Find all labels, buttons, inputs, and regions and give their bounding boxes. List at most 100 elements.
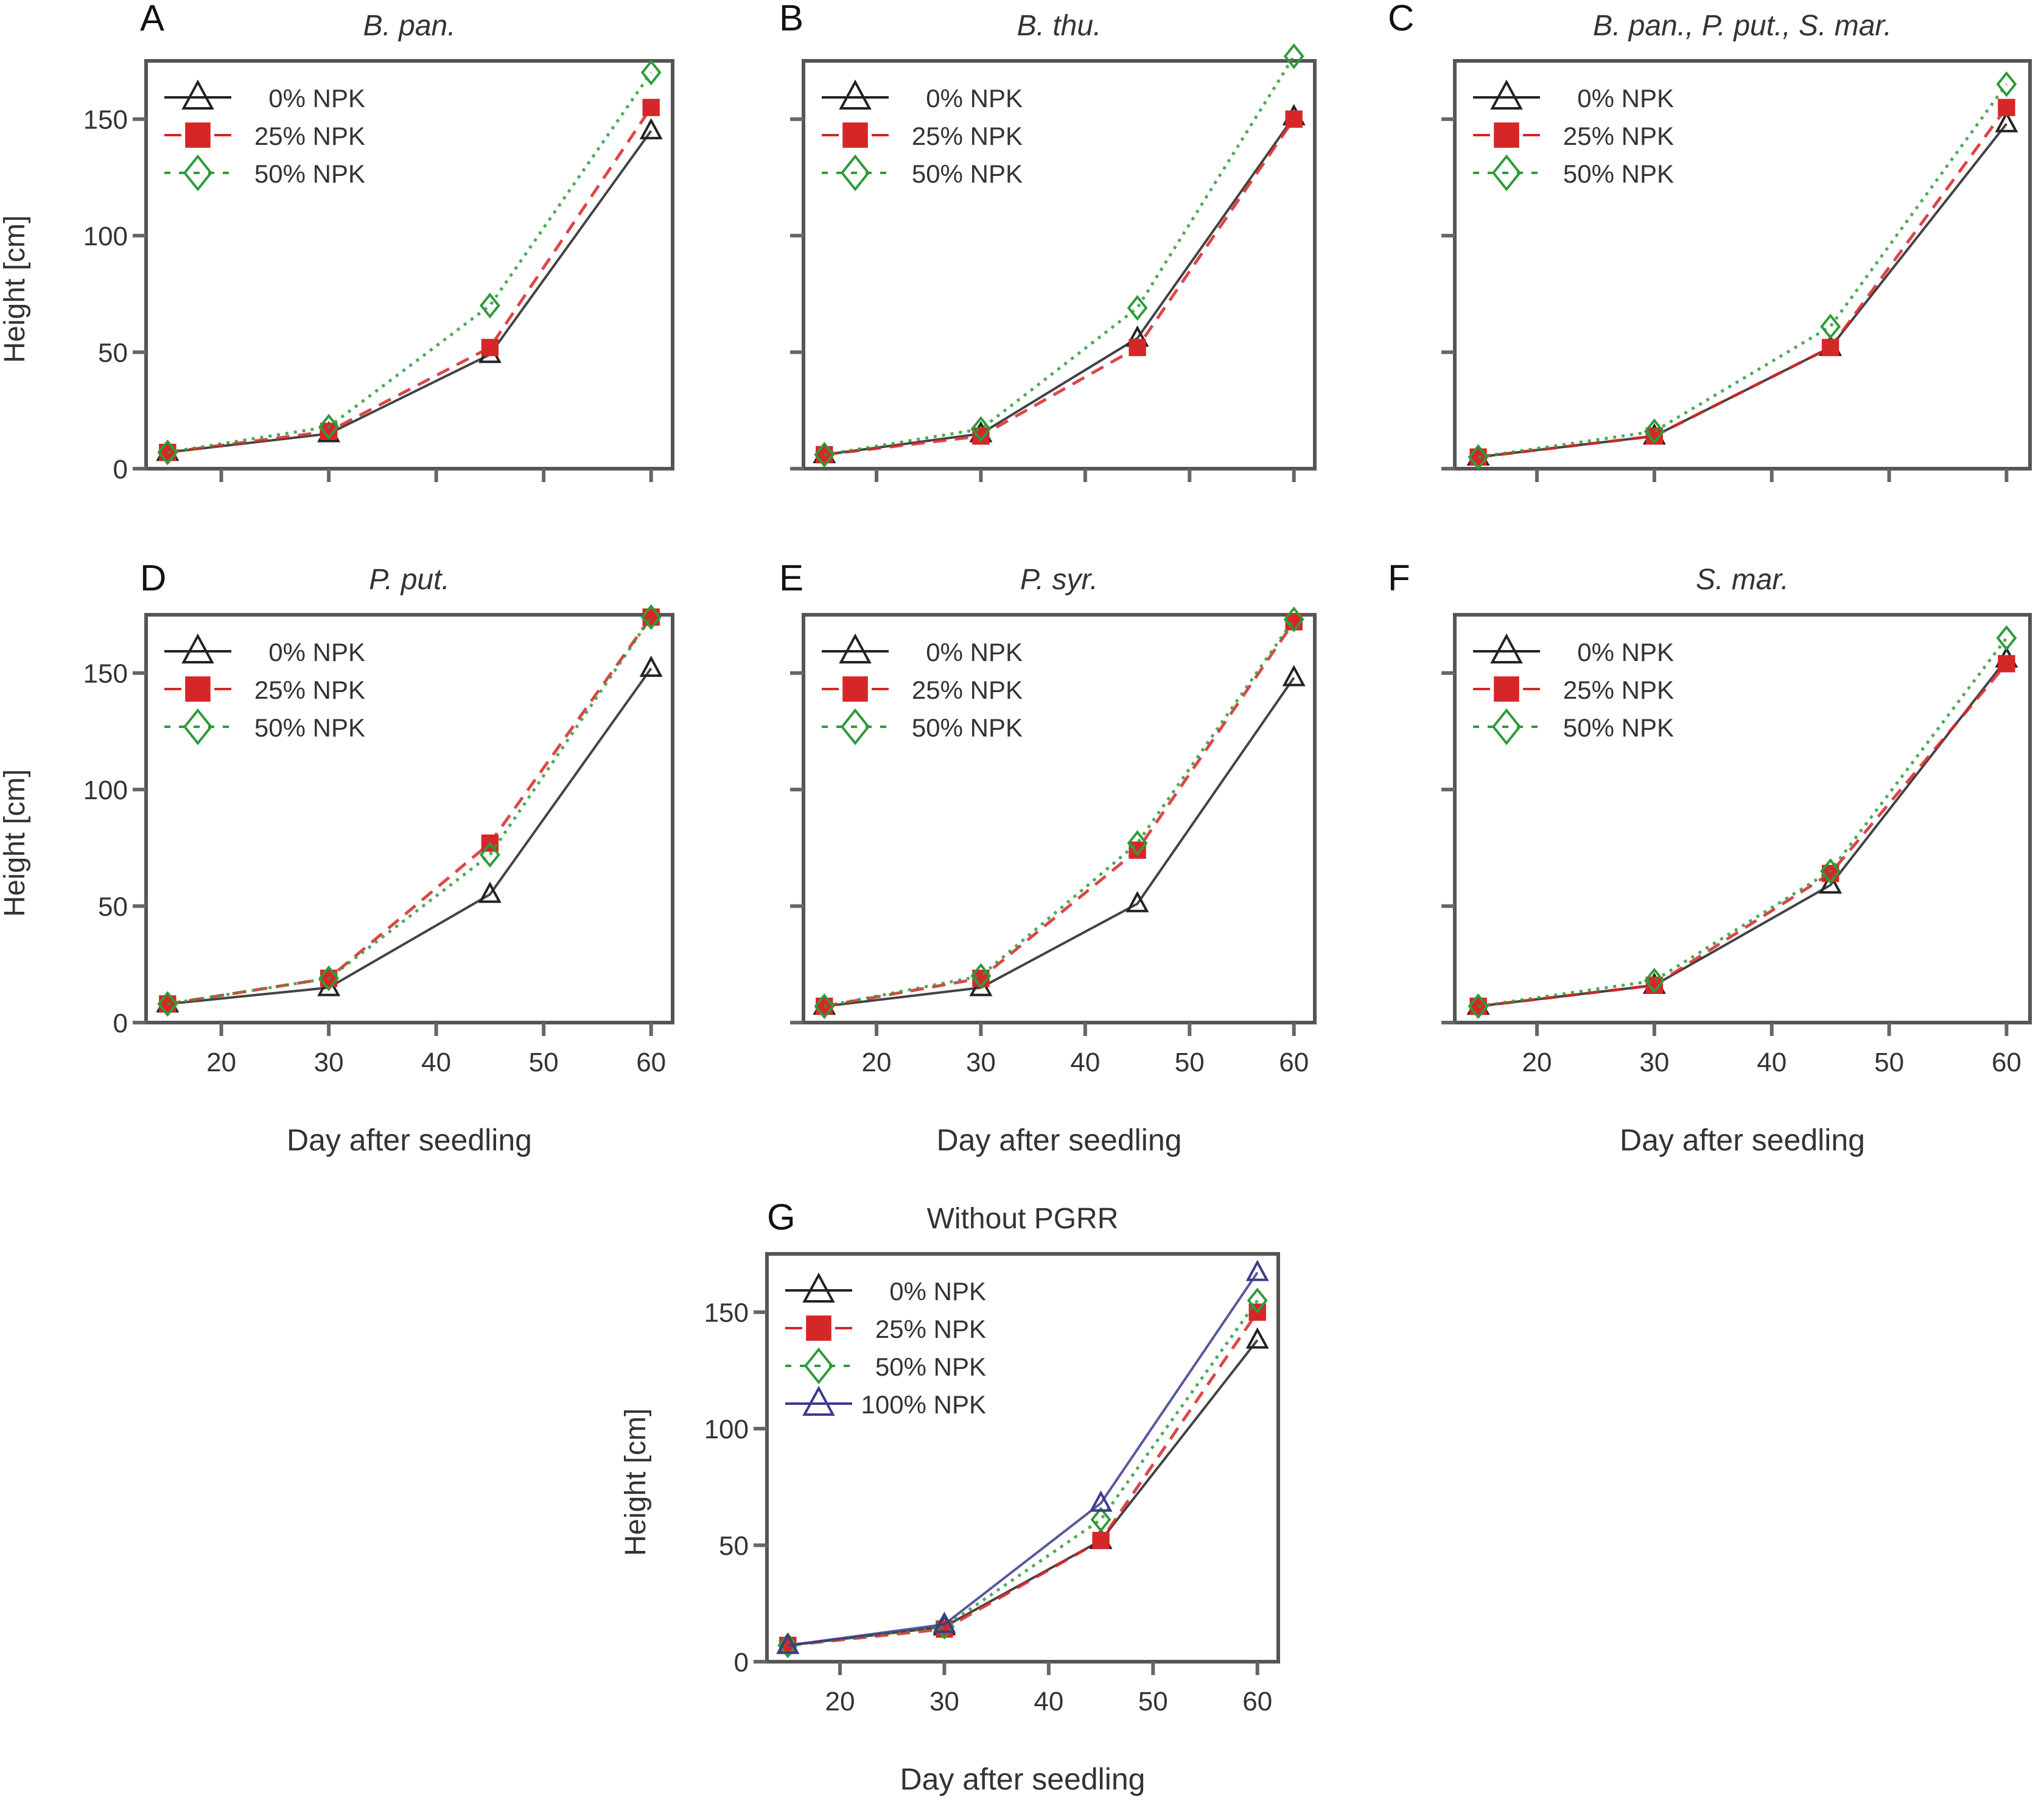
chart-svg: 0 50 100 150 20 30 40 50 60 Height [cm] Day after … <box>620 1252 1280 1796</box>
legend-label: 50% NPK <box>254 159 365 188</box>
data-point <box>1643 967 1665 994</box>
x-tick-label: 30 <box>929 1687 959 1716</box>
data-point <box>1995 111 2018 133</box>
chart-title: B. pan. <box>363 10 456 42</box>
legend-label: 50% NPK <box>254 713 365 742</box>
legend-marker-icon <box>840 154 870 192</box>
data-point <box>1468 993 1489 1020</box>
data-point <box>1996 71 2017 97</box>
legend-label: 50% NPK <box>875 1352 986 1381</box>
y-axis-label: Height [cm] <box>0 769 31 917</box>
panel-f: F S. mar. 20 30 40 50 60 Day after seedling 0% N… <box>1363 554 2044 1169</box>
legend-label: 25% NPK <box>1563 676 1674 704</box>
x-axis-label: Day after seedling <box>936 1123 1181 1157</box>
legend-marker-icon <box>1494 122 1519 148</box>
data-point <box>970 416 992 443</box>
data-point <box>479 292 500 319</box>
series-50npk <box>814 43 1304 468</box>
legend-marker-icon <box>1490 79 1523 110</box>
x-tick-label: 50 <box>1138 1687 1168 1716</box>
x-tick-label: 40 <box>421 1048 451 1077</box>
data-point <box>640 59 662 86</box>
y-tick-label: 100 <box>83 222 128 251</box>
legend-marker-icon <box>1491 708 1522 746</box>
data-point <box>642 99 660 116</box>
legend: 0% NPK 25% NPK 50% NPK <box>1473 79 1674 192</box>
data-point <box>318 965 340 992</box>
chart-title: B. pan., P. put., S. mar. <box>1593 10 1892 42</box>
y-tick-label: 100 <box>83 775 128 805</box>
data-point <box>1090 1506 1111 1533</box>
data-point <box>776 1632 800 1654</box>
x-axis-label: Day after seedling <box>900 1762 1145 1796</box>
x-tick-label: 20 <box>862 1048 892 1077</box>
x-tick-label: 20 <box>206 1048 236 1077</box>
series-line <box>1478 637 2008 1008</box>
legend-marker-icon <box>183 154 213 192</box>
data-point <box>1127 830 1148 856</box>
legend-marker-icon <box>1490 633 1523 663</box>
y-tick-label: 50 <box>98 892 128 922</box>
x-tick-label: 30 <box>1639 1048 1669 1077</box>
plot-area <box>1453 59 2032 471</box>
x-tick-label: 20 <box>1522 1048 1552 1077</box>
series-line <box>167 616 653 1006</box>
panel-letter: E <box>779 558 804 598</box>
data-point <box>478 881 502 903</box>
data-point <box>1820 858 1841 884</box>
x-tick-label: 50 <box>1874 1048 1904 1077</box>
legend-label: 50% NPK <box>1563 159 1674 188</box>
legend-marker-icon <box>842 122 868 148</box>
data-point <box>481 835 499 852</box>
data-point <box>1283 606 1304 632</box>
y-tick-label: 0 <box>734 1648 749 1678</box>
legend-marker-icon <box>183 708 213 746</box>
legend-label: 0% NPK <box>268 638 365 667</box>
series-100npk <box>776 1259 1269 1654</box>
x-tick-label: 30 <box>314 1048 344 1077</box>
y-axis-label: Height [cm] <box>620 1408 652 1556</box>
series-line <box>788 1272 1259 1647</box>
legend-marker-icon <box>802 1272 835 1303</box>
legend-label: 50% NPK <box>912 713 1023 742</box>
x-axis-label: Day after seedling <box>1620 1123 1865 1157</box>
legend-marker-icon <box>1491 154 1522 192</box>
chart-title: B. thu. <box>1017 10 1102 42</box>
chart-svg: 0% NPK 25% NPK 50% NPK <box>790 43 1317 482</box>
data-point <box>1820 313 1841 340</box>
data-point <box>1245 1327 1269 1349</box>
legend-marker-icon <box>185 122 211 148</box>
panel-letter: D <box>140 558 167 598</box>
legend-marker-icon <box>803 1347 834 1385</box>
y-tick-label: 0 <box>113 1009 128 1038</box>
y-axis-label: Height [cm] <box>0 215 31 363</box>
legend: 0% NPK 25% NPK 50% NPK <box>822 79 1023 192</box>
legend-label: 0% NPK <box>268 84 365 113</box>
panel-letter: A <box>140 0 165 38</box>
x-tick-label: 50 <box>529 1048 559 1077</box>
data-point <box>1285 110 1303 128</box>
data-point <box>1247 1287 1268 1314</box>
data-point <box>970 963 992 989</box>
x-tick-label: 40 <box>1034 1687 1063 1716</box>
y-tick-label: 50 <box>719 1531 749 1561</box>
legend-label: 25% NPK <box>1563 122 1674 150</box>
x-tick-label: 40 <box>1070 1048 1100 1077</box>
legend-marker-icon <box>181 633 214 663</box>
data-point <box>1245 1259 1269 1281</box>
chart-title: P. syr. <box>1020 564 1099 596</box>
panel-e: E P. syr. 20 30 40 50 60 Day after seedling 0% N… <box>682 554 1363 1169</box>
series-50npk <box>814 606 1304 1020</box>
panel-b: B B. thu. 0% NPK 25% NPK 50% NPK <box>682 0 1363 615</box>
series-line <box>167 667 653 1006</box>
data-point <box>1821 338 1839 357</box>
data-point <box>1998 99 2015 116</box>
panel-letter: F <box>1388 558 1410 598</box>
legend: 0% NPK 25% NPK 50% NPK <box>164 79 365 192</box>
legend-marker-icon <box>802 1385 835 1416</box>
panel-d: D P. put. 0 50 100 150 20 30 40 50 60 Height [cm] Da… <box>0 554 682 1169</box>
plot-area <box>802 59 1317 471</box>
data-point <box>1819 872 1843 894</box>
legend-marker-icon <box>806 1315 831 1341</box>
series-50npk <box>157 604 662 1017</box>
